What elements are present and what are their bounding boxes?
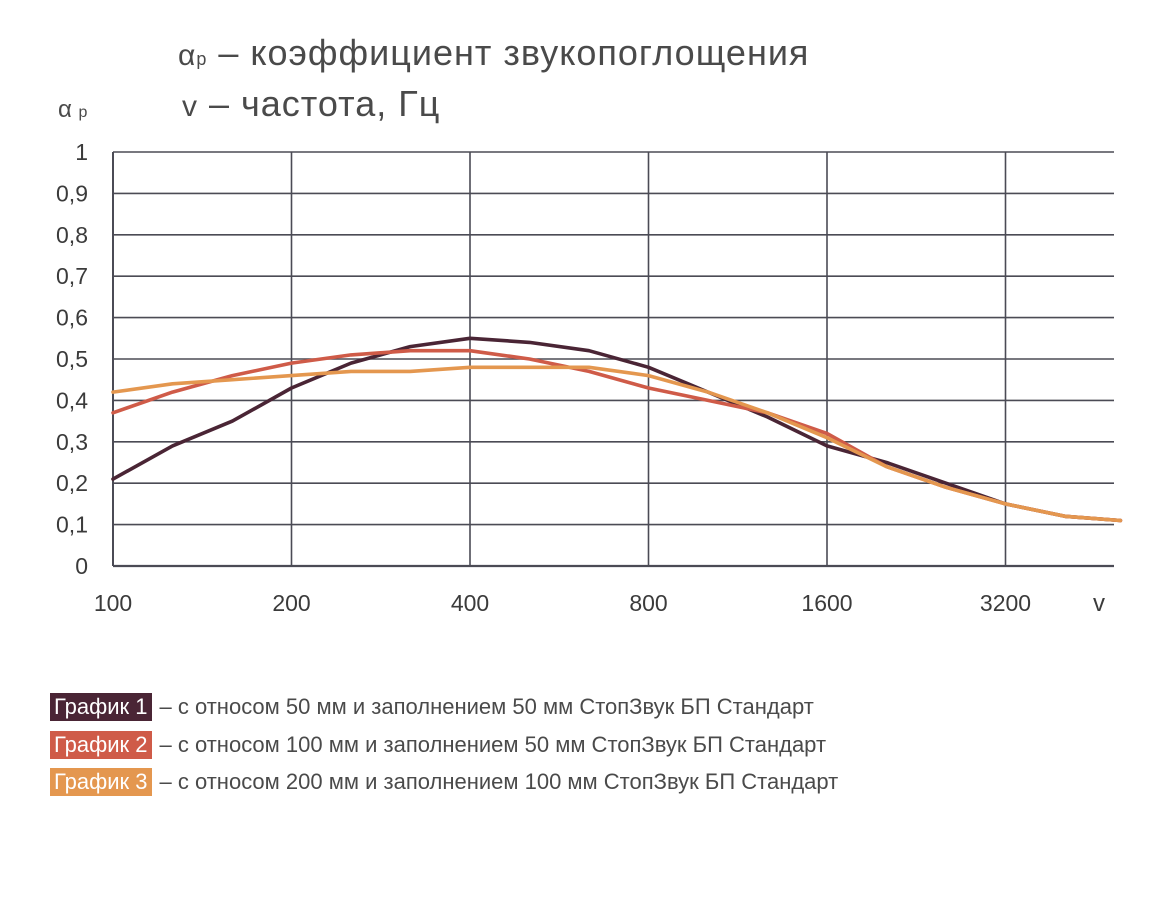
series-line-3 [111, 365, 1123, 523]
y-tick-label: 0,8 [56, 222, 88, 248]
legend-tag-1: График 1 [50, 693, 152, 721]
x-tick-label: 800 [629, 590, 667, 616]
nu-symbol: v [182, 90, 198, 123]
y-tick-label: 0,3 [56, 429, 88, 455]
alpha-symbol: α [178, 39, 197, 72]
y-tick-label: 1 [75, 139, 88, 165]
legend-text-2: – с относом 100 мм и заполнением 50 мм С… [159, 732, 827, 757]
y-tick-label: 0,1 [56, 512, 88, 538]
chart-title-line-2: v – частота, Гц [182, 83, 440, 125]
y-tick-label: 0,4 [56, 387, 88, 413]
x-tick-label: 100 [94, 590, 132, 616]
y-axis-symbol: α [58, 96, 72, 123]
title-text-1: – коэффициент звукопоглощения [207, 32, 810, 73]
y-axis-subscript: p [78, 104, 88, 121]
chart-title-line-1: αp – коэффициент звукопоглощения [178, 32, 809, 74]
title-text-2: – частота, Гц [198, 83, 441, 124]
x-tick-label: 400 [451, 590, 489, 616]
legend-tag-3: График 3 [50, 768, 152, 796]
x-tick-label: 1600 [801, 590, 852, 616]
absorption-chart: 0 0,1 0,2 0,3 0,4 0,5 0,6 0,7 0,8 0,9 1 100 200 400 80… [56, 139, 1123, 617]
legend-text-3: – с относом 200 мм и заполнением 100 мм … [159, 769, 839, 794]
series-line-1 [111, 336, 1123, 523]
y-tick-label: 0,6 [56, 305, 88, 331]
x-axis-label: v [1093, 590, 1105, 617]
alpha-subscript: p [196, 49, 208, 69]
legend-item-1: График 1 – с относом 50 мм и заполнением… [50, 693, 814, 721]
y-tick-label: 0,2 [56, 470, 88, 496]
x-tick-label: 200 [272, 590, 310, 616]
y-tick-label: 0,5 [56, 346, 88, 372]
legend-tag-2: График 2 [50, 731, 152, 759]
x-tick-label: 3200 [980, 590, 1031, 616]
legend-item-2: График 2 – с относом 100 мм и заполнение… [50, 731, 826, 759]
y-tick-label: 0,7 [56, 263, 88, 289]
legend-item-3: График 3 – с относом 200 мм и заполнение… [50, 768, 838, 796]
legend-text-1: – с относом 50 мм и заполнением 50 мм Ст… [159, 694, 814, 719]
y-axis-label: α p [58, 96, 87, 124]
y-tick-label: 0 [75, 553, 88, 579]
y-tick-label: 0,9 [56, 180, 88, 206]
